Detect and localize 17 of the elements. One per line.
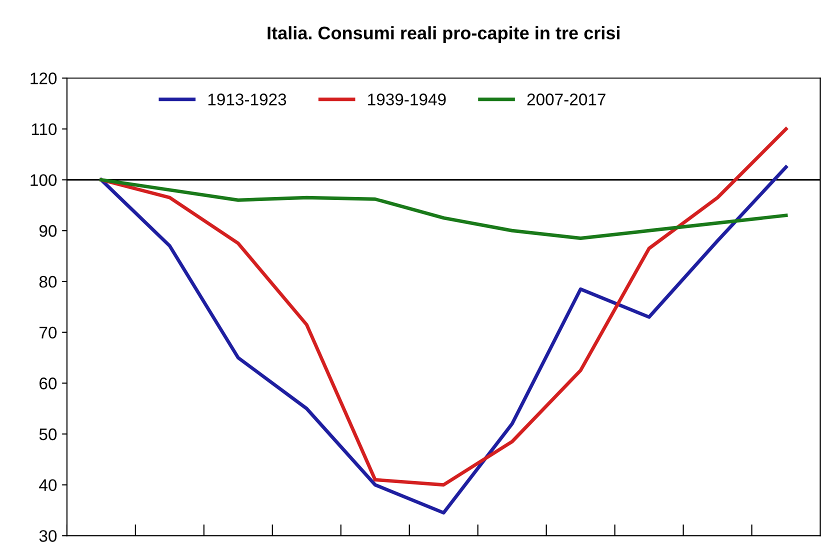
y-tick-label: 60: [40, 378, 57, 390]
line-series: [99, 165, 788, 515]
line-series: [99, 127, 788, 487]
y-tick-label: 120: [30, 72, 57, 84]
legend-label: 1913-1923: [208, 94, 286, 106]
y-tick-label: 110: [32, 123, 57, 136]
legend-label: 1939-1949: [368, 94, 446, 106]
chart-title: Italia. Consumi reali pro-capite in tre crisi: [268, 26, 620, 43]
y-tick-label: 80: [39, 276, 57, 288]
line-series: [99, 178, 788, 240]
y-tick-label: 90: [39, 225, 57, 237]
y-tick-label: 40: [39, 479, 57, 492]
legend-label: 2007-2017: [527, 94, 606, 106]
y-tick-label: 50: [39, 428, 57, 440]
y-tick-label: 30: [39, 530, 57, 542]
y-tick-label: 70: [40, 326, 57, 339]
y-tick-label: 100: [30, 174, 57, 186]
